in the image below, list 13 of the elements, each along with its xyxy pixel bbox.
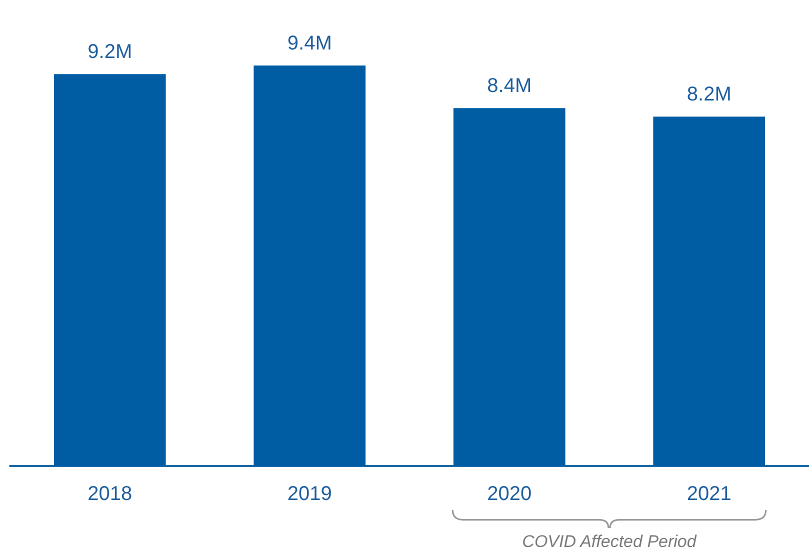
x-tick-label: 2020 [487,483,532,505]
bar [653,116,766,466]
data-label: 9.2M [88,41,132,64]
x-tick-label: 2018 [88,483,132,505]
x-tick-label: 2021 [686,483,732,505]
x-tick-label: 2019 [287,483,332,505]
bar [254,66,366,466]
data-label: 8.4M [487,75,532,98]
bar [54,74,166,466]
data-label: 9.4M [287,32,332,55]
text: COVID Affected Period [522,532,696,552]
data-label: 8.2M [686,84,732,106]
bar [453,108,566,466]
